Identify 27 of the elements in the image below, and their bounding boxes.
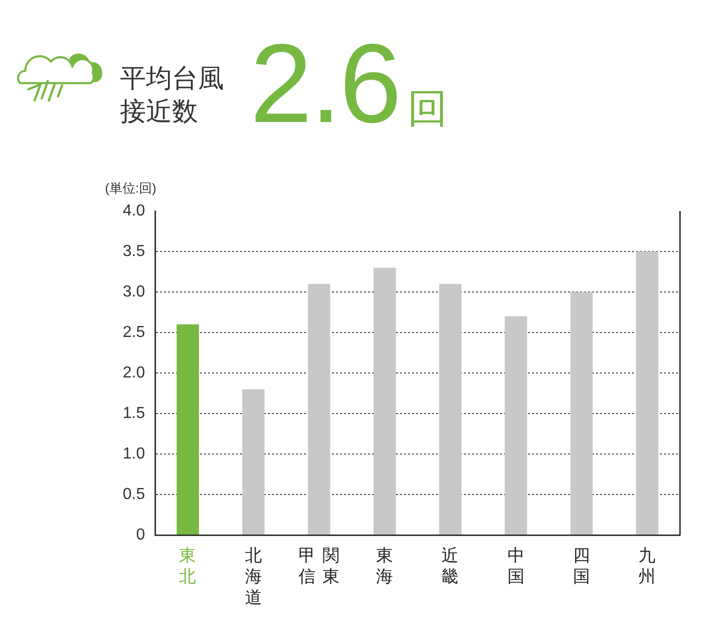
x-tick-label: 北海道 bbox=[244, 545, 262, 608]
y-tick-label: 2.0 bbox=[122, 364, 146, 382]
bar bbox=[242, 389, 265, 534]
bar bbox=[176, 324, 199, 534]
x-tick-label: 近畿 bbox=[441, 545, 460, 587]
x-tick-label: 四国 bbox=[572, 545, 590, 587]
x-tick-label: 東海 bbox=[376, 545, 394, 587]
bar bbox=[636, 252, 658, 534]
y-tick-label: 0.5 bbox=[122, 486, 146, 503]
y-tick-label: 2.5 bbox=[122, 324, 146, 341]
x-tick-label: 関東甲信 bbox=[298, 545, 340, 587]
y-tick-label: 3.0 bbox=[122, 283, 146, 300]
y-tick-label: 4.0 bbox=[122, 202, 146, 220]
x-tick-label: 東北 bbox=[178, 545, 197, 587]
x-tick-label: 中国 bbox=[506, 545, 525, 587]
y-tick-label: 3.5 bbox=[122, 242, 146, 260]
bar bbox=[504, 316, 528, 534]
y-tick-label: 1.0 bbox=[122, 445, 146, 462]
bar bbox=[570, 292, 593, 534]
chart-title: 平均台風接近数 bbox=[120, 62, 225, 128]
bar bbox=[439, 284, 462, 534]
bar bbox=[374, 268, 396, 534]
y-tick-label: 0 bbox=[136, 526, 146, 544]
y-tick-label: 1.5 bbox=[122, 404, 146, 422]
bar bbox=[308, 284, 330, 534]
y-axis-title: (単位:回) bbox=[105, 180, 156, 196]
x-tick-label: 九州 bbox=[638, 545, 656, 587]
